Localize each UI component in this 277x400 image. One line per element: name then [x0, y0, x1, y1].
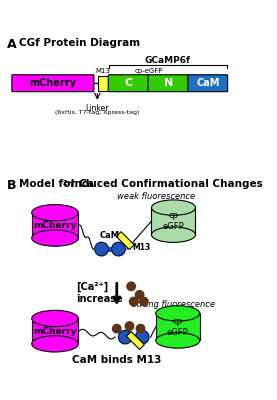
Text: Induced Confirmational Changes: Induced Confirmational Changes: [67, 179, 263, 189]
Text: CaM: CaM: [100, 231, 120, 240]
Text: cp-eGFP: cp-eGFP: [134, 68, 163, 74]
Ellipse shape: [32, 204, 78, 221]
Polygon shape: [126, 332, 144, 350]
Text: mCherry: mCherry: [29, 78, 76, 88]
Text: CaM binds M13: CaM binds M13: [72, 355, 161, 365]
FancyBboxPatch shape: [108, 75, 149, 92]
Text: M13: M13: [96, 68, 111, 74]
Circle shape: [129, 297, 138, 306]
FancyBboxPatch shape: [12, 75, 94, 92]
Circle shape: [135, 290, 144, 299]
Text: N: N: [164, 78, 173, 88]
Text: B: B: [7, 179, 16, 192]
Circle shape: [127, 282, 135, 290]
Text: C: C: [125, 78, 133, 88]
FancyBboxPatch shape: [188, 75, 228, 92]
FancyBboxPatch shape: [148, 75, 189, 92]
Ellipse shape: [32, 336, 78, 352]
Circle shape: [125, 322, 134, 330]
Ellipse shape: [156, 333, 200, 348]
Text: [Ca²⁺]
increase: [Ca²⁺] increase: [76, 282, 123, 304]
Text: cp
eGFP: cp eGFP: [167, 317, 189, 337]
Text: GCaMP6f: GCaMP6f: [145, 56, 191, 65]
Text: mCherry: mCherry: [33, 327, 77, 336]
Text: Linker: Linker: [86, 104, 109, 112]
Circle shape: [140, 297, 148, 306]
Ellipse shape: [32, 310, 78, 327]
Bar: [102, 246, 119, 252]
Bar: [156, 313, 200, 340]
Ellipse shape: [152, 200, 196, 215]
Circle shape: [135, 330, 149, 344]
Text: strong fluorescence: strong fluorescence: [132, 300, 215, 309]
Bar: [32, 318, 78, 344]
Bar: [125, 334, 142, 340]
Circle shape: [95, 242, 108, 256]
Bar: [32, 213, 78, 238]
Text: CaM: CaM: [196, 78, 219, 88]
Text: mCherry: mCherry: [33, 221, 77, 230]
Circle shape: [136, 324, 145, 333]
Text: Model for Ca: Model for Ca: [19, 179, 94, 189]
Ellipse shape: [32, 230, 78, 246]
Text: M13: M13: [132, 243, 150, 252]
Circle shape: [119, 330, 132, 344]
Polygon shape: [116, 232, 134, 250]
Text: CGf Protein Diagram: CGf Protein Diagram: [19, 38, 140, 48]
Ellipse shape: [156, 306, 200, 321]
Circle shape: [112, 242, 125, 256]
Ellipse shape: [152, 227, 196, 242]
Text: 2+: 2+: [63, 180, 73, 186]
Bar: [152, 208, 196, 235]
Circle shape: [112, 324, 121, 333]
Text: (6xHis, T7-tag, Xpress-tag): (6xHis, T7-tag, Xpress-tag): [55, 110, 140, 115]
Text: A: A: [7, 38, 16, 50]
Text: cp
eGFP: cp eGFP: [163, 212, 184, 231]
Text: weak fluorescence: weak fluorescence: [117, 192, 196, 200]
Bar: [98, 76, 108, 91]
